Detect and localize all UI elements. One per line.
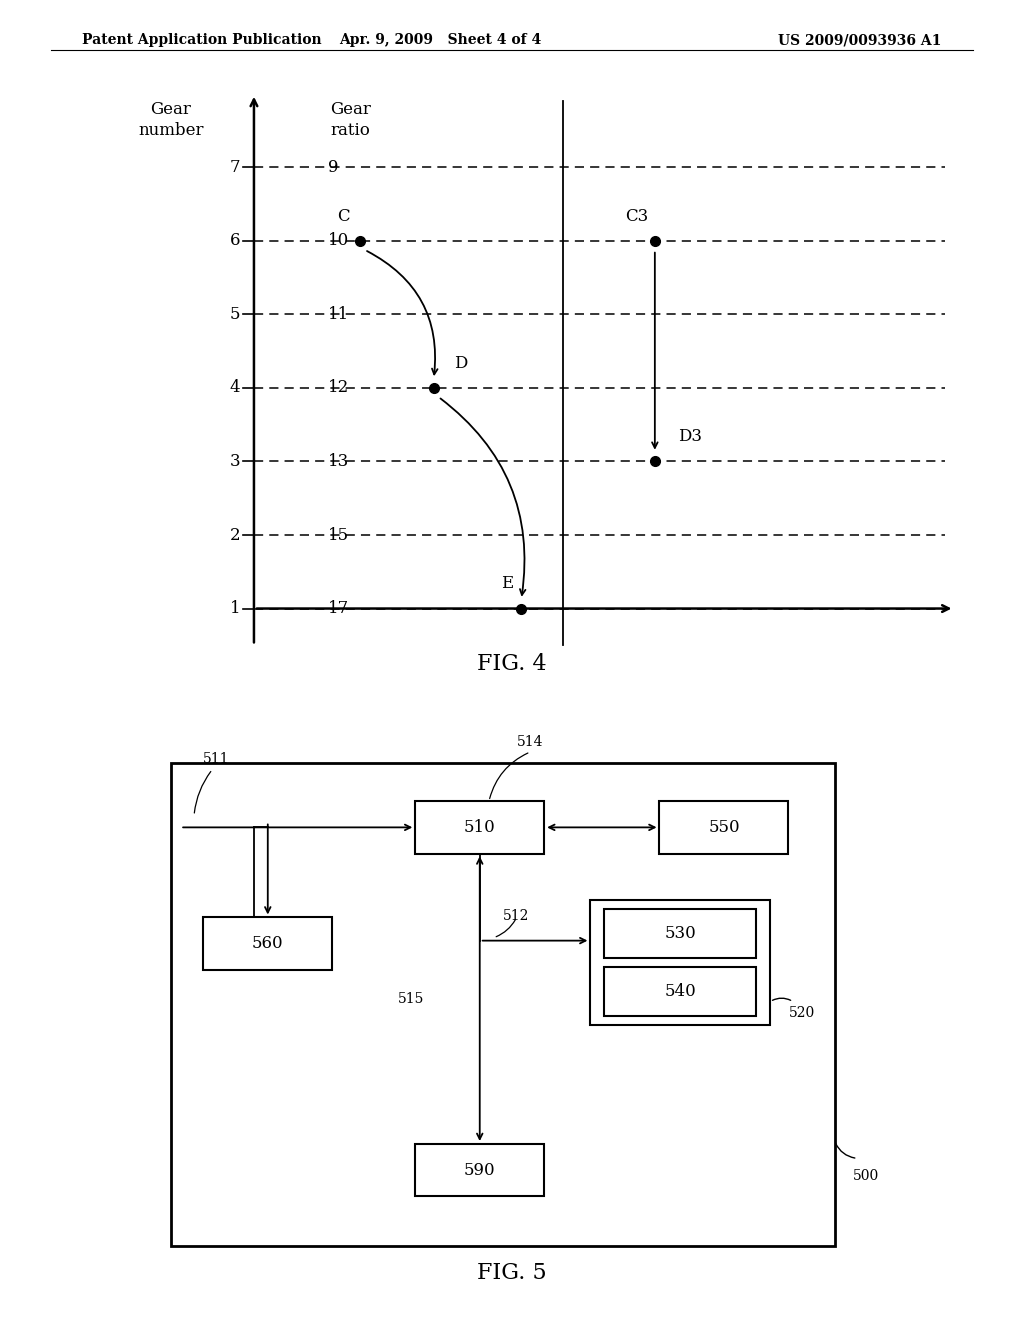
Text: 4: 4 — [229, 379, 241, 396]
Text: 10: 10 — [328, 232, 349, 249]
Text: Gear
number: Gear number — [138, 102, 204, 139]
Text: 2: 2 — [229, 527, 241, 544]
Text: FIG. 5: FIG. 5 — [477, 1262, 547, 1284]
Bar — [203, 917, 332, 970]
Text: 12: 12 — [328, 379, 349, 396]
Bar — [171, 763, 835, 1246]
Text: 520: 520 — [788, 1006, 815, 1020]
Text: E: E — [502, 576, 513, 593]
Text: 17: 17 — [328, 601, 349, 616]
Bar — [604, 908, 757, 958]
Text: 512: 512 — [503, 909, 529, 923]
Text: FIG. 4: FIG. 4 — [477, 653, 547, 676]
Text: Apr. 9, 2009   Sheet 4 of 4: Apr. 9, 2009 Sheet 4 of 4 — [339, 33, 542, 48]
Text: C3: C3 — [625, 207, 648, 224]
Text: 560: 560 — [252, 935, 284, 952]
Text: Patent Application Publication: Patent Application Publication — [82, 33, 322, 48]
Text: 9: 9 — [328, 158, 338, 176]
Bar — [416, 1144, 545, 1196]
Text: 13: 13 — [328, 453, 349, 470]
Text: D: D — [454, 355, 467, 372]
Text: Gear
ratio: Gear ratio — [331, 102, 371, 139]
Bar — [416, 801, 545, 854]
Text: 11: 11 — [328, 306, 349, 323]
Text: 540: 540 — [665, 983, 696, 1001]
Text: 5: 5 — [229, 306, 241, 323]
Text: 1: 1 — [229, 601, 241, 616]
Text: 3: 3 — [229, 453, 241, 470]
Bar — [604, 966, 757, 1016]
Text: 510: 510 — [464, 818, 496, 836]
Text: 515: 515 — [398, 991, 425, 1006]
Text: US 2009/0093936 A1: US 2009/0093936 A1 — [778, 33, 942, 48]
Bar — [659, 801, 788, 854]
Text: 15: 15 — [328, 527, 349, 544]
Text: D3: D3 — [678, 428, 701, 445]
Text: 500: 500 — [853, 1168, 880, 1183]
Text: 514: 514 — [517, 735, 543, 748]
Text: 511: 511 — [203, 752, 229, 767]
Bar — [590, 900, 770, 1024]
Text: 530: 530 — [665, 925, 696, 942]
Text: 6: 6 — [229, 232, 241, 249]
Text: C: C — [337, 207, 349, 224]
Text: 7: 7 — [229, 158, 241, 176]
Text: 590: 590 — [464, 1162, 496, 1179]
Text: 550: 550 — [709, 818, 739, 836]
